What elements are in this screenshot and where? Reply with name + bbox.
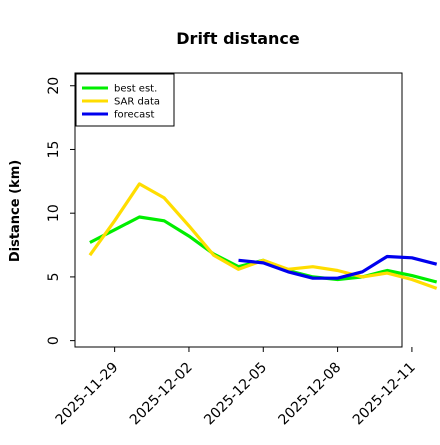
series-line-forecast [238,254,438,280]
series-line-sar-data [88,182,438,290]
chart-title: Drift distance [176,29,300,48]
y-tick-label: 5 [46,272,62,281]
plot-frame [74,72,403,348]
y-tick-label: 20 [46,77,62,95]
legend: best est. SAR data forecast [75,73,175,127]
y-tick-label: 15 [46,141,62,159]
legend-label-forecast: forecast [114,110,155,121]
y-tick-label: 0 [46,336,62,345]
legend-label-sar-data: SAR data [114,97,160,108]
y-tick-label: 10 [46,204,62,222]
legend-label-best-est: best est. [114,84,157,95]
series-lines [88,182,438,290]
y-axis: 0 5 10 15 20 [46,77,75,345]
y-axis-label: Distance (km) [8,160,23,262]
